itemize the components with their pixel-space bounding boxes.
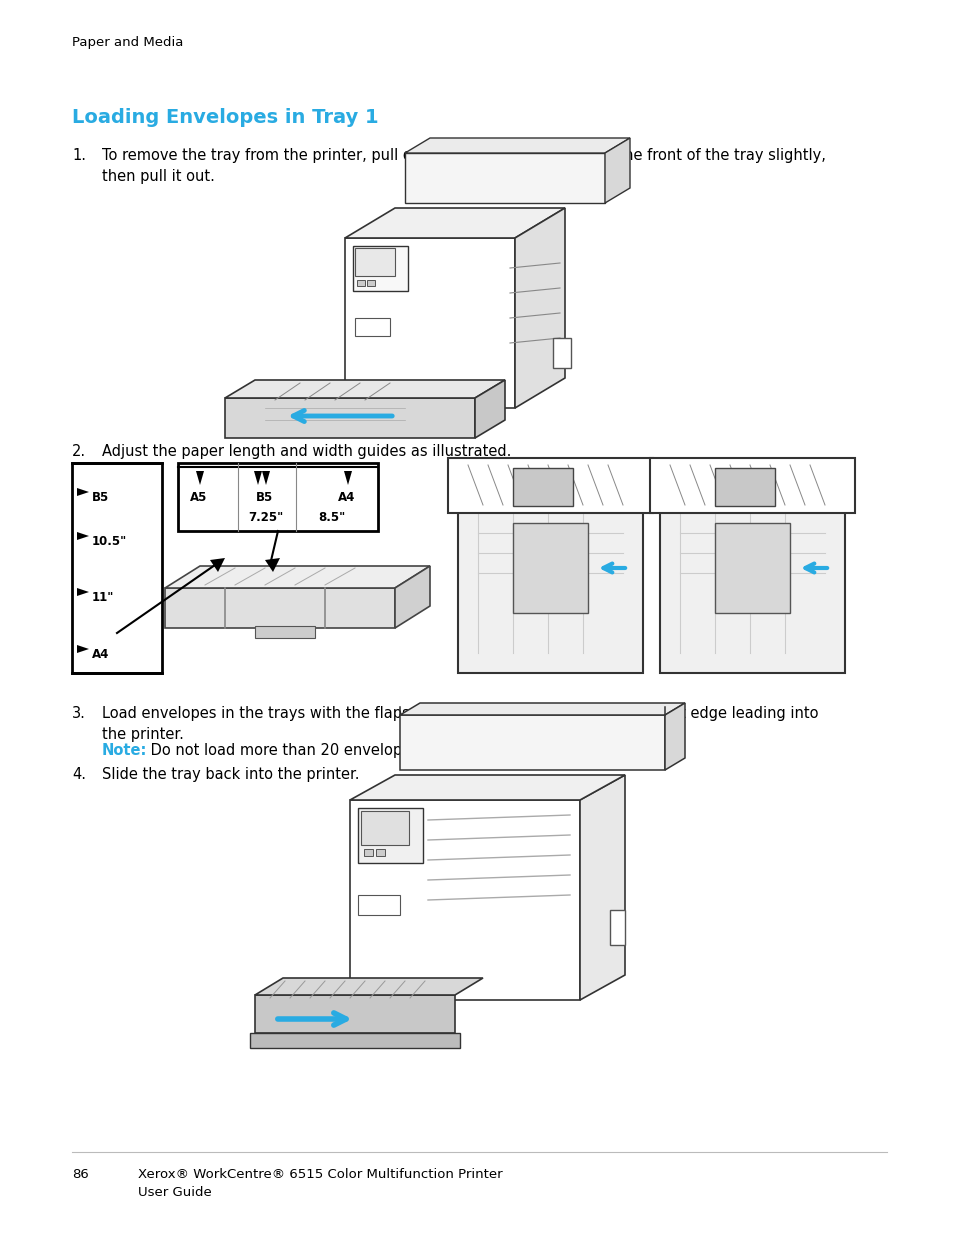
Bar	[357, 808, 422, 863]
Bar	[178, 463, 377, 531]
Bar	[71, 463, 162, 673]
Polygon shape	[405, 138, 629, 153]
Bar	[364, 848, 373, 856]
Polygon shape	[579, 776, 624, 1000]
Bar	[375, 848, 385, 856]
Polygon shape	[165, 588, 395, 629]
Text: Note:: Note:	[102, 743, 147, 758]
Polygon shape	[345, 207, 564, 238]
Bar	[367, 280, 375, 287]
Polygon shape	[210, 558, 225, 572]
Polygon shape	[350, 776, 624, 800]
Text: 2.: 2.	[71, 445, 86, 459]
Text: Load envelopes in the trays with the flaps closed, flap-side down, and the short: Load envelopes in the trays with the fla…	[102, 706, 818, 742]
Polygon shape	[77, 532, 89, 540]
Bar	[355, 317, 390, 336]
Text: 11": 11"	[91, 592, 114, 604]
Bar	[356, 280, 365, 287]
Text: 8.5": 8.5"	[317, 511, 345, 524]
Bar	[659, 463, 844, 673]
Bar	[355, 248, 395, 275]
Bar	[714, 522, 789, 613]
Bar	[345, 238, 515, 408]
Bar	[513, 522, 587, 613]
Polygon shape	[405, 153, 604, 203]
Text: 86: 86	[71, 1168, 89, 1181]
Polygon shape	[265, 558, 280, 572]
Bar	[360, 811, 409, 845]
Bar	[714, 468, 774, 506]
Text: Do not load more than 20 envelopes.: Do not load more than 20 envelopes.	[146, 743, 423, 758]
Text: 7.25": 7.25"	[248, 511, 283, 524]
Text: B5: B5	[255, 492, 273, 504]
Bar	[609, 910, 624, 945]
Polygon shape	[225, 380, 504, 398]
Text: User Guide: User Guide	[138, 1186, 212, 1199]
Bar	[254, 626, 314, 638]
Text: A4: A4	[91, 648, 110, 661]
Polygon shape	[77, 488, 89, 496]
Text: Xerox® WorkCentre® 6515 Color Multifunction Printer: Xerox® WorkCentre® 6515 Color Multifunct…	[138, 1168, 502, 1181]
Text: 4.: 4.	[71, 767, 86, 782]
Bar	[448, 458, 652, 513]
Bar	[649, 458, 854, 513]
Polygon shape	[253, 471, 262, 485]
Text: 10.5": 10.5"	[91, 535, 127, 548]
Bar	[553, 338, 571, 368]
Polygon shape	[254, 995, 455, 1032]
Text: B5: B5	[91, 492, 110, 504]
Text: 1.: 1.	[71, 148, 86, 163]
Polygon shape	[664, 703, 684, 769]
Polygon shape	[399, 715, 664, 769]
Polygon shape	[254, 978, 482, 995]
Bar	[357, 895, 399, 915]
Bar	[513, 468, 573, 506]
Bar	[457, 463, 642, 673]
Polygon shape	[262, 471, 270, 485]
Text: Paper and Media: Paper and Media	[71, 36, 183, 49]
Polygon shape	[515, 207, 564, 408]
Bar	[353, 246, 408, 291]
Text: Loading Envelopes in Tray 1: Loading Envelopes in Tray 1	[71, 107, 378, 127]
Bar	[350, 800, 579, 1000]
Text: Slide the tray back into the printer.: Slide the tray back into the printer.	[102, 767, 359, 782]
Polygon shape	[395, 566, 430, 629]
Text: 3.: 3.	[71, 706, 86, 721]
Polygon shape	[77, 588, 89, 597]
Polygon shape	[165, 566, 430, 588]
Text: A5: A5	[190, 492, 207, 504]
Polygon shape	[250, 1032, 459, 1049]
Polygon shape	[604, 138, 629, 203]
Polygon shape	[195, 471, 204, 485]
Polygon shape	[399, 703, 684, 715]
Polygon shape	[77, 645, 89, 653]
Polygon shape	[475, 380, 504, 438]
Polygon shape	[344, 471, 352, 485]
Polygon shape	[225, 398, 475, 438]
Text: To remove the tray from the printer, pull out the tray until it stops, lift the : To remove the tray from the printer, pul…	[102, 148, 825, 184]
Text: Adjust the paper length and width guides as illustrated.: Adjust the paper length and width guides…	[102, 445, 511, 459]
Text: A4: A4	[337, 492, 355, 504]
